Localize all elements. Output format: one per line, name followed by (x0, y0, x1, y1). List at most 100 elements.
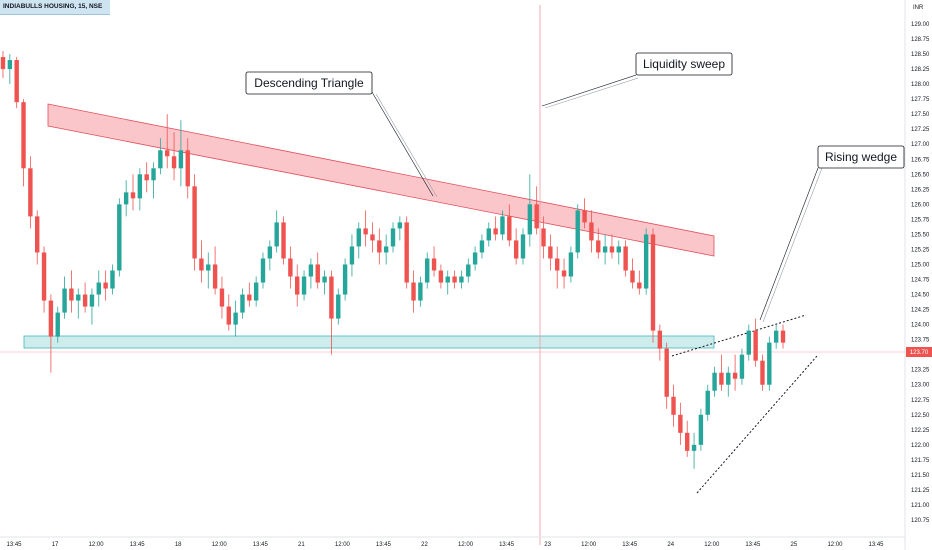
candle (165, 114, 170, 169)
candle (685, 420, 690, 457)
descending-triangle-zone[interactable] (47, 103, 715, 257)
price-tick-label: 128.50 (911, 52, 930, 58)
candle (76, 288, 81, 319)
candle-body (322, 276, 327, 283)
candle (48, 294, 54, 373)
candle-body (41, 252, 47, 301)
support-zone[interactable] (23, 335, 715, 349)
candle-body (192, 186, 197, 259)
descending-triangle-callout-line (371, 91, 434, 197)
time-axis[interactable]: 13:45 17 12:00 13:45 18 12:00 13:45 21 12:00 13:4… (0, 536, 905, 548)
candle-body (760, 360, 765, 385)
candle (486, 222, 491, 247)
price-axis[interactable]: INR 129.00 128.75 128.50 128.25 128.00 127.75… (904, 0, 930, 550)
candle-body (329, 276, 334, 319)
candle (418, 276, 423, 307)
candle (527, 174, 533, 247)
candle-body (425, 258, 430, 283)
price-tick-label: 126.75 (911, 157, 930, 163)
candle-body (103, 282, 108, 289)
candle-body (397, 222, 403, 229)
candle (445, 270, 450, 295)
time-tick-label: 22 (421, 542, 428, 548)
candle-body (165, 150, 170, 157)
candle (233, 300, 238, 337)
candle-body (390, 228, 396, 247)
candle (397, 216, 403, 241)
price-tick-label: 123.00 (911, 383, 930, 389)
time-tick-label: 17 (52, 542, 59, 548)
candle (623, 240, 628, 277)
rising-wedge-upper-line[interactable] (671, 314, 807, 357)
candle (643, 228, 649, 295)
price-tick-label: 129.00 (911, 22, 930, 28)
descending-triangle-callout-line-shadow (375, 93, 438, 198)
candle-body (219, 288, 225, 307)
price-tick-label: 128.75 (911, 37, 930, 43)
candle-body (527, 204, 533, 235)
candle (466, 258, 471, 283)
candle-body (486, 228, 491, 241)
candle-body (623, 246, 628, 271)
rising-wedge-callout-line (759, 167, 819, 321)
descending-triangle-label-box[interactable] (245, 71, 373, 95)
candle (377, 228, 382, 265)
candle-body (438, 270, 444, 283)
candle (7, 54, 13, 85)
rising-wedge-callout-line-shadow (762, 167, 823, 323)
candle (349, 234, 355, 277)
candle-body (308, 264, 314, 277)
candle-body (493, 228, 498, 235)
candle-body (548, 246, 553, 259)
candle (383, 234, 389, 265)
candle-body (295, 276, 300, 295)
candle-body (630, 270, 635, 283)
candle-body (589, 222, 594, 241)
liquidity-sweep-callout-line-shadow (544, 77, 639, 109)
candle-body (650, 234, 656, 331)
candle (274, 210, 279, 253)
time-tick-label: 13:45 (130, 542, 146, 548)
rising-wedge-label-box[interactable] (817, 145, 905, 169)
candle-body (137, 174, 143, 199)
candle-body (377, 240, 382, 253)
candle-body (21, 102, 26, 169)
candle (178, 120, 184, 187)
candle (705, 384, 710, 421)
candle (452, 270, 457, 289)
candle-body (288, 258, 293, 277)
candle-body (226, 306, 231, 325)
price-tick-label: 126.25 (911, 187, 930, 193)
drawings-layer (0, 5, 905, 545)
candle (541, 216, 546, 259)
price-tick-label: 120.75 (911, 518, 930, 524)
candle-body (233, 312, 238, 325)
candle-body (507, 216, 512, 241)
candle-body (780, 330, 786, 343)
candle (637, 270, 642, 295)
price-tick-label: 127.50 (911, 112, 930, 118)
candle-body (616, 246, 621, 253)
candle-body (705, 390, 710, 415)
price-tick-label: 125.75 (911, 217, 930, 223)
time-tick-label: 12:00 (89, 542, 105, 548)
candle-body (609, 246, 615, 253)
price-tick-label: 122.75 (911, 398, 930, 404)
candle-body (637, 282, 642, 289)
candle (596, 228, 601, 259)
currency-label: INR (913, 5, 924, 11)
price-tick-label: 127.25 (911, 127, 930, 133)
candle (295, 264, 300, 307)
candle-body (48, 300, 54, 337)
candle-body (7, 60, 13, 70)
candle-body (28, 168, 33, 217)
candle (431, 246, 437, 277)
liquidity-sweep-label-box[interactable] (635, 52, 733, 76)
candle (746, 324, 751, 361)
candle (773, 324, 779, 349)
candle (41, 246, 47, 313)
candle (575, 204, 580, 259)
candle-body (260, 258, 266, 283)
candle (616, 240, 621, 265)
